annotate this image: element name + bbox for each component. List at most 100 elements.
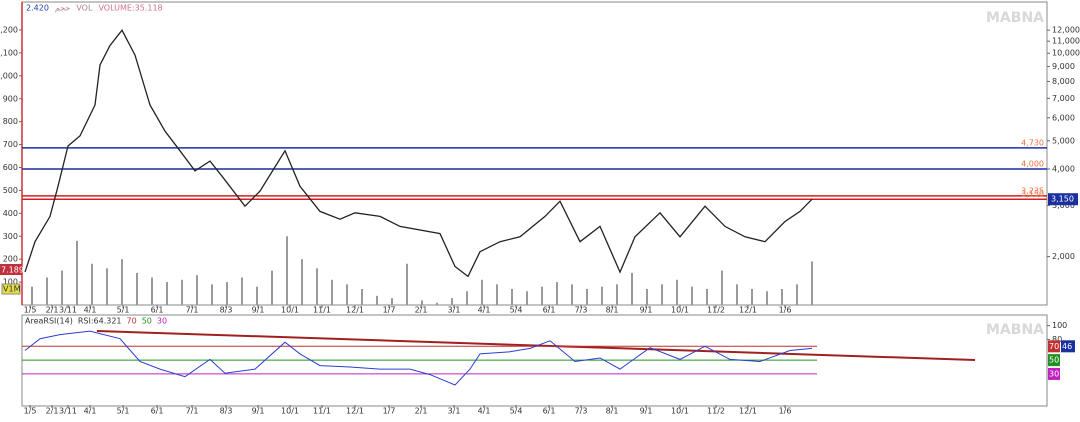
y-tick-label: 3,000	[1052, 201, 1075, 210]
x-tick-label: 6/1	[543, 306, 556, 315]
y-tick-label: 10,000	[1052, 49, 1080, 58]
y2-tick-label: 1,000	[0, 71, 18, 80]
volume-bar	[226, 282, 228, 305]
price-line	[24, 29, 813, 278]
annotation-box	[0, 264, 22, 275]
y2-tick-label: 700	[3, 140, 18, 149]
rsi-box-label: 46	[1062, 342, 1072, 351]
y2-tick-label: 500	[3, 186, 18, 195]
volume-bar	[166, 282, 168, 305]
volume-bar	[736, 284, 738, 305]
x-tick-label: 11/1	[313, 407, 331, 416]
x-tick-label: 3/11	[59, 306, 77, 315]
x-tick-label: 7/1	[186, 407, 199, 416]
volume-bar	[361, 288, 363, 305]
x-tick-label: 10/1	[671, 407, 689, 416]
y2-tick-label: 200	[3, 255, 18, 264]
annotation: 7.189	[1, 266, 24, 275]
volume-bar	[31, 286, 33, 305]
x-tick-label: 1/6	[779, 306, 792, 315]
y-tick-label: 4,000	[1052, 165, 1075, 174]
x-tick-label: 8/3	[220, 407, 233, 416]
volume-bar	[91, 263, 93, 305]
header-text: VOLUME:35.118	[98, 4, 162, 13]
volume-bar	[676, 279, 678, 305]
volume-bar	[571, 284, 573, 305]
x-tick-label: 7/3	[575, 306, 588, 315]
x-tick-label: 10/1	[671, 306, 689, 315]
level-label: 70	[1049, 342, 1059, 351]
x-tick-label: 9/1	[640, 306, 653, 315]
volume-bar	[391, 298, 393, 305]
legend-level: 50	[142, 317, 152, 326]
y2-tick-label: 600	[3, 163, 18, 172]
x-tick-label: 2/1	[46, 306, 59, 315]
x-tick-label: 9/1	[252, 306, 265, 315]
x-tick-label: 11/2	[707, 306, 725, 315]
legend-level: 30	[157, 317, 167, 326]
volume-bar	[496, 284, 498, 305]
x-tick-label: 3/11	[59, 407, 77, 416]
panel-title: AreaRSI(14)	[25, 317, 73, 326]
volume-bar	[721, 270, 723, 305]
volume-bar	[136, 272, 138, 305]
watermark: MABNA	[986, 10, 1044, 26]
volume-bar	[76, 240, 78, 305]
volume-bar	[106, 268, 108, 305]
volume-bar	[211, 284, 213, 305]
x-tick-label: 12/1	[346, 306, 364, 315]
volume-bar	[511, 288, 513, 305]
x-tick-label: 2/1	[415, 306, 428, 315]
volume-bar	[751, 288, 753, 305]
x-tick-label: 8/1	[606, 306, 619, 315]
y2-tick-label: 800	[3, 117, 18, 126]
volume-bar	[796, 284, 798, 305]
x-tick-label: 5/1	[117, 407, 130, 416]
x-tick-label: 5/1	[117, 306, 130, 315]
y-tick-label: 11,000	[1052, 37, 1080, 46]
volume-bar	[406, 263, 408, 305]
x-tick-label: 3/1	[448, 407, 461, 416]
volume-bar	[301, 259, 303, 305]
x-tick-label: 9/1	[252, 407, 265, 416]
y2-tick-label: 300	[3, 232, 18, 241]
volume-bar	[286, 236, 288, 305]
volume-bar	[241, 277, 243, 305]
y-tick-label: 100	[1052, 321, 1067, 330]
volume-bar	[436, 302, 438, 305]
volume-bar	[706, 288, 708, 305]
y2-tick-label: 1,200	[0, 26, 18, 35]
volume-bar	[181, 279, 183, 305]
volume-bar	[586, 288, 588, 305]
x-tick-label: 5/4	[510, 306, 523, 315]
x-tick-label: 1/5	[24, 306, 37, 315]
volume-bar	[61, 270, 63, 305]
watermark: MABNA	[986, 322, 1044, 338]
level-label: 3,150	[1021, 190, 1044, 199]
x-tick-label: 12/1	[346, 407, 364, 416]
volume-bar	[781, 288, 783, 305]
volume-bar	[811, 261, 813, 305]
annotation: V1M	[3, 285, 21, 294]
x-tick-label: 4/1	[84, 306, 97, 315]
volume-bar	[766, 291, 768, 305]
volume-bar	[271, 270, 273, 305]
rsi-line	[24, 330, 813, 386]
level-box	[1048, 354, 1060, 367]
x-tick-label: 6/1	[543, 407, 556, 416]
y2-tick-label: 1,100	[0, 48, 18, 57]
y2-tick-label: 400	[3, 209, 18, 218]
volume-bar	[316, 268, 318, 305]
x-tick-label: 4/1	[478, 407, 491, 416]
volume-bar	[556, 282, 558, 305]
y-tick-label: 12,000	[1052, 26, 1080, 35]
x-tick-label: 1/6	[779, 407, 792, 416]
x-tick-label: 4/1	[84, 407, 97, 416]
y-tick-label: 2,000	[1052, 252, 1075, 261]
x-tick-label: 9/1	[640, 407, 653, 416]
x-tick-label: 1/7	[383, 306, 396, 315]
rsi-box	[1061, 340, 1075, 353]
volume-bar	[331, 279, 333, 305]
y-tick-label: 8,000	[1052, 77, 1075, 86]
